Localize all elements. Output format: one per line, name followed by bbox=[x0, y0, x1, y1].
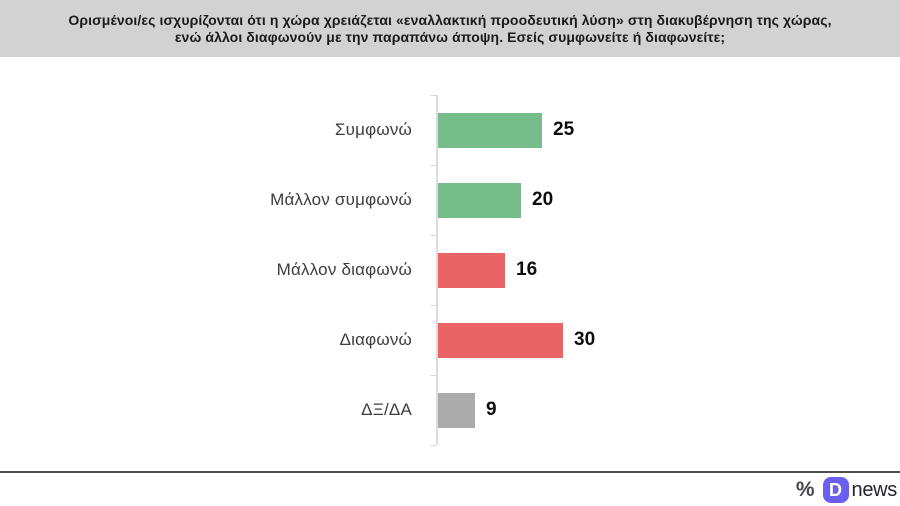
category-label: Συμφωνώ bbox=[334, 120, 412, 139]
value-label: 9 bbox=[486, 399, 497, 420]
bar-row: Μάλλον συμφωνώ 20 bbox=[0, 165, 900, 235]
bar bbox=[438, 252, 505, 288]
category-label: Μάλλον συμφωνώ bbox=[270, 190, 412, 209]
bar bbox=[438, 392, 475, 428]
category-label: ΔΞ/ΔΑ bbox=[361, 400, 412, 419]
axis-tick bbox=[430, 375, 436, 376]
y-axis-line bbox=[436, 95, 438, 445]
category-label: Μάλλον διαφωνώ bbox=[276, 260, 412, 279]
bar bbox=[438, 322, 563, 358]
horizontal-bar-chart: Συμφωνώ 25 Μάλλον συμφωνώ 20 Μάλλον διαφωνώ 1… bbox=[0, 95, 900, 446]
percent-logo-icon: % bbox=[795, 478, 815, 501]
axis-tick bbox=[430, 165, 436, 166]
bar-row: Μάλλον διαφωνώ 16 bbox=[0, 235, 900, 305]
axis-tick bbox=[430, 95, 436, 96]
bar-rows: Συμφωνώ 25 Μάλλον συμφωνώ 20 Μάλλον διαφωνώ 1… bbox=[0, 95, 900, 445]
dnews-logo-icon: D bbox=[822, 477, 849, 503]
footer-divider bbox=[0, 471, 900, 473]
title-line-1: Ορισμένοι/ες ισχυρίζονται ότι η χώρα χρε… bbox=[68, 11, 832, 28]
axis-tick bbox=[430, 305, 436, 306]
category-label: Διαφωνώ bbox=[339, 330, 412, 349]
footer-logo: % D news bbox=[796, 475, 897, 505]
value-label: 16 bbox=[516, 259, 538, 280]
axis-tick bbox=[430, 445, 436, 446]
bar-row: Διαφωνώ 30 bbox=[0, 305, 900, 375]
title-line-2: ενώ άλλοι διαφωνούν με την παραπάνω άποψ… bbox=[174, 28, 726, 45]
axis-tick bbox=[430, 235, 436, 236]
bar bbox=[438, 112, 542, 148]
value-label: 30 bbox=[574, 329, 596, 350]
dnews-logo-text: news bbox=[851, 478, 898, 501]
value-label: 20 bbox=[532, 189, 554, 210]
page-title: Ορισμένοι/ες ισχυρίζονται ότι η χώρα χρε… bbox=[68, 12, 831, 46]
bar-row: Συμφωνώ 25 bbox=[0, 95, 900, 165]
value-label: 25 bbox=[553, 119, 575, 140]
bar bbox=[438, 182, 521, 218]
chart-title-banner: Ορισμένοι/ες ισχυρίζονται ότι η χώρα χρε… bbox=[0, 0, 900, 57]
bar-row: ΔΞ/ΔΑ 9 bbox=[0, 375, 900, 445]
